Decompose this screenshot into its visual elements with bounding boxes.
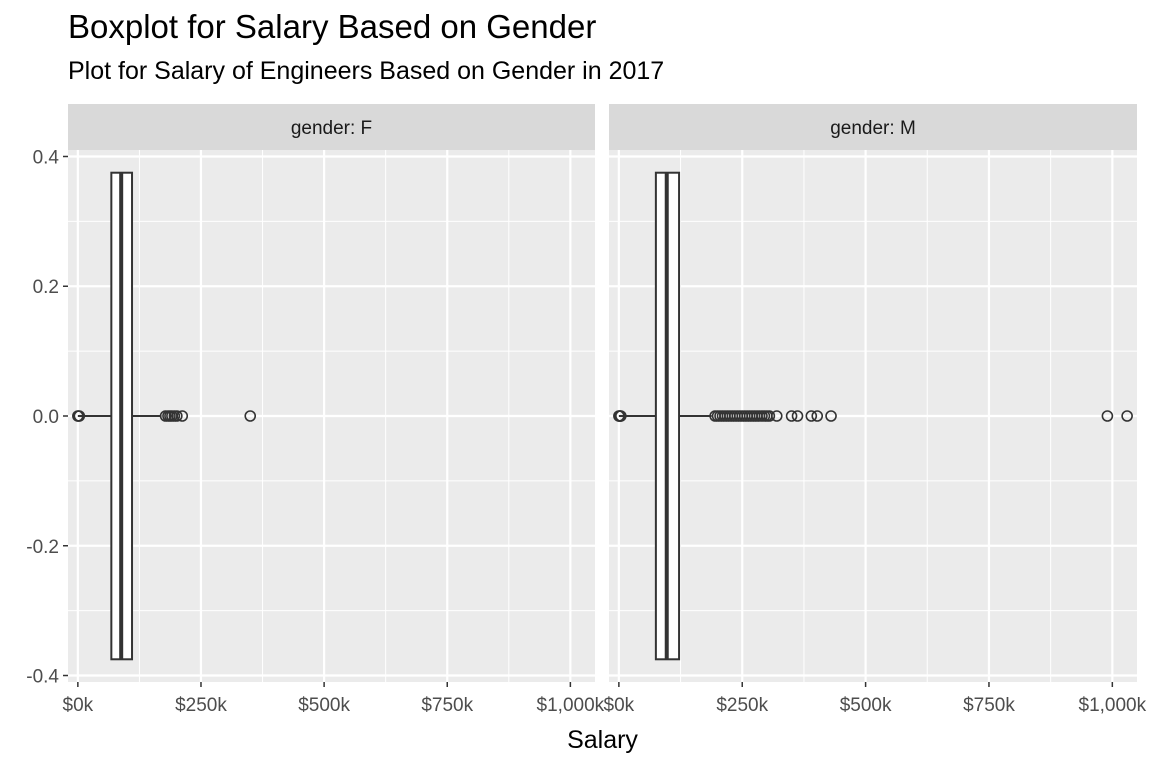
y-tick-label: -0.4 [26, 667, 59, 688]
outlier-point [825, 410, 837, 422]
outlier-point [805, 410, 818, 422]
y-tick-label: 0.4 [33, 147, 60, 168]
facet-strip [68, 104, 595, 150]
x-tick-label: $0k [604, 695, 635, 716]
x-tick-label: $1,000k [537, 695, 605, 716]
y-tick-label: 0.0 [33, 407, 59, 428]
facet-label: gender: M [830, 118, 916, 139]
outlier-point [791, 410, 804, 422]
x-tick-label: $250k [716, 695, 768, 716]
x-tick-label: $500k [298, 695, 350, 716]
outlier-point [770, 410, 783, 422]
y-tick-label: 0.2 [33, 277, 59, 298]
x-tick-label: $0k [63, 695, 94, 716]
facet-strip [609, 104, 1137, 150]
outlier-point [811, 410, 824, 422]
x-tick-label: $750k [421, 695, 473, 716]
outlier-point [615, 410, 627, 422]
x-tick-label: $750k [963, 695, 1015, 716]
x-tick-label: $250k [175, 695, 227, 716]
outlier-point [73, 410, 86, 422]
x-axis-title: Salary [567, 726, 638, 754]
outlier-point [785, 410, 798, 422]
x-tick-label: $1,000k [1079, 695, 1147, 716]
chart-title: Boxplot for Salary Based on Gender [68, 8, 597, 45]
y-tick-label: -0.2 [26, 537, 59, 558]
outlier-point [171, 410, 183, 422]
facet-label: gender: F [291, 118, 372, 139]
chart-subtitle: Plot for Salary of Engineers Based on Ge… [68, 57, 665, 85]
outlier-point [176, 410, 189, 422]
outlier-point [1101, 410, 1114, 422]
outlier-point [1121, 410, 1133, 422]
outlier-point [763, 410, 776, 422]
x-tick-label: $500k [840, 695, 892, 716]
outlier-point [244, 410, 257, 422]
